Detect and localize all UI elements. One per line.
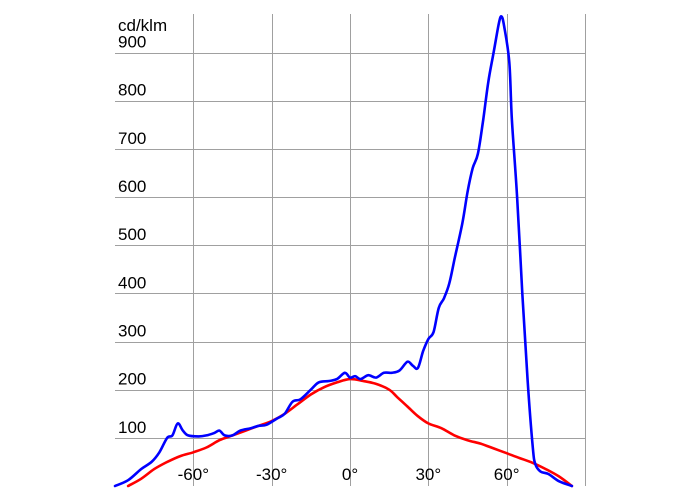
y-tick-label: 100: [118, 418, 146, 437]
x-tick-label: 0°: [342, 465, 358, 484]
x-tick-labels: -60° -30° 0° 30° 60°: [178, 465, 520, 484]
y-tick-label: 400: [118, 273, 146, 292]
y-tick-label: 300: [118, 322, 146, 341]
y-tick-label: 700: [118, 129, 146, 148]
x-tick-label: -60°: [178, 465, 209, 484]
y-tick-label: 200: [118, 370, 146, 389]
y-tick-label: 500: [118, 225, 146, 244]
y-tick-labels: 100 200 300 400 500 600 700 800 900: [118, 33, 146, 437]
x-tick-label: 60°: [494, 465, 520, 484]
curves: [113, 15, 574, 488]
y-tick-label: 900: [118, 33, 146, 52]
x-tick-label: -30°: [256, 465, 287, 484]
unit-label: cd/klm: [118, 16, 167, 35]
grid: [115, 14, 586, 486]
red-intensity-curve: [126, 377, 574, 488]
y-tick-label: 800: [118, 81, 146, 100]
blue-intensity-curve: [113, 15, 574, 488]
x-tick-label: 30°: [415, 465, 441, 484]
y-tick-label: 600: [118, 177, 146, 196]
